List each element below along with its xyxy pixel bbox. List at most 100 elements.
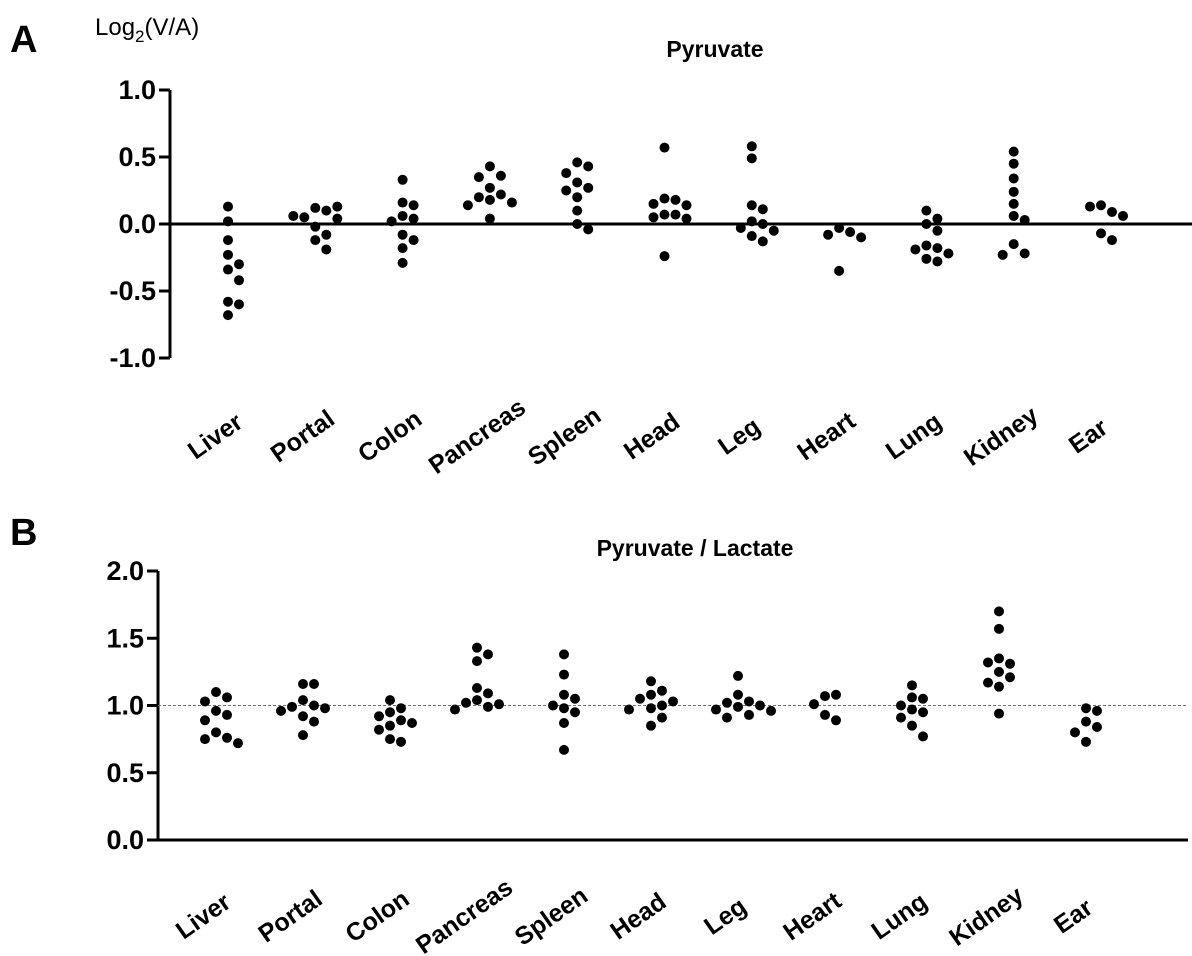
data-point (484, 182, 495, 193)
data-point (222, 692, 232, 703)
data-point (1085, 201, 1095, 212)
data-point (385, 707, 395, 718)
data-point (1008, 186, 1019, 197)
panel-letter-b: B (10, 512, 37, 554)
data-point (744, 709, 754, 720)
data-point (583, 161, 594, 172)
data-point (310, 221, 321, 232)
data-point (757, 204, 768, 215)
data-point (646, 689, 656, 700)
category-label: Kidney (959, 401, 1043, 472)
chart-panel-b: Pyruvate / Lactate 2.0 1.5 1.0 0.5 0.0 Liver Po… (106, 535, 1188, 956)
data-point (648, 212, 659, 223)
chart-panel-a: Pyruvate 1.0 0.5 0.0 -0.5 -1.0 Liver Portal Colo… (109, 36, 1192, 480)
data-point (483, 688, 493, 699)
data-point (757, 219, 768, 229)
data-point (572, 205, 583, 216)
category-label: Pancreas (411, 873, 518, 956)
data-point (321, 244, 332, 255)
data-point (200, 734, 210, 745)
data-point (735, 223, 746, 234)
data-point (1081, 736, 1091, 747)
data-point (484, 213, 495, 224)
data-point (223, 249, 233, 260)
data-point (907, 704, 917, 715)
data-point (473, 172, 484, 183)
data-point (570, 693, 580, 704)
data-point (722, 697, 732, 708)
panel-letter-a: A (10, 19, 37, 61)
data-point (932, 225, 943, 236)
data-point (921, 219, 932, 229)
data-point (320, 703, 330, 714)
data-point (1107, 235, 1117, 246)
data-point (473, 192, 484, 203)
data-point (570, 707, 580, 718)
data-point (809, 699, 819, 710)
data-point (222, 732, 232, 743)
data-point (757, 236, 768, 247)
category-label: Portal (253, 885, 327, 949)
data-point (559, 669, 569, 680)
category-label: Lung (866, 887, 932, 945)
category-label: Liver (183, 408, 248, 465)
data-point (374, 724, 384, 735)
y-tick-label: 0.5 (106, 758, 144, 788)
data-point (994, 681, 1004, 692)
data-point (396, 715, 406, 726)
data-point (755, 700, 765, 711)
data-point (681, 213, 692, 224)
data-point (1107, 206, 1117, 217)
data-point (746, 153, 757, 164)
data-point (994, 606, 1004, 617)
data-point (559, 717, 569, 728)
data-point (299, 212, 310, 223)
data-point (766, 705, 776, 716)
data-point (657, 685, 667, 696)
data-point (820, 691, 830, 702)
category-label: Colon (353, 405, 427, 469)
data-point (298, 695, 308, 706)
data-point (309, 716, 319, 727)
data-point (385, 720, 395, 731)
y-tick-label: 1.0 (118, 75, 156, 105)
data-point (234, 259, 244, 270)
data-point (408, 235, 419, 246)
data-point (823, 229, 834, 240)
data-point (635, 693, 645, 704)
y-tick-label: 1.0 (106, 691, 144, 721)
y-tick-label: 2.0 (106, 556, 144, 586)
category-label: Pancreas (424, 393, 531, 480)
data-point (223, 264, 233, 275)
data-point (670, 209, 681, 220)
data-point (746, 231, 757, 242)
data-point (896, 700, 906, 711)
data-point (932, 213, 943, 224)
data-point (561, 168, 572, 179)
data-point (332, 213, 343, 224)
data-point (397, 257, 408, 268)
data-point (733, 670, 743, 681)
category-label: Liver (171, 888, 236, 945)
data-point (657, 712, 667, 723)
data-point (834, 265, 845, 276)
data-point (506, 197, 517, 208)
data-point (1008, 239, 1019, 250)
data-point (1008, 210, 1019, 221)
data-point (657, 700, 667, 711)
data-point (624, 704, 634, 715)
data-point (994, 708, 1004, 719)
data-point (321, 229, 332, 240)
data-point (298, 730, 308, 741)
data-point (648, 198, 659, 209)
data-point (1081, 716, 1091, 727)
data-point (396, 736, 406, 747)
y-tick-label: 1.5 (106, 623, 144, 653)
data-point (1081, 703, 1091, 714)
data-point (483, 701, 493, 712)
data-point (287, 701, 297, 712)
data-point (223, 216, 233, 227)
data-point (1008, 146, 1019, 157)
data-point (222, 709, 232, 720)
data-point (1096, 228, 1106, 239)
